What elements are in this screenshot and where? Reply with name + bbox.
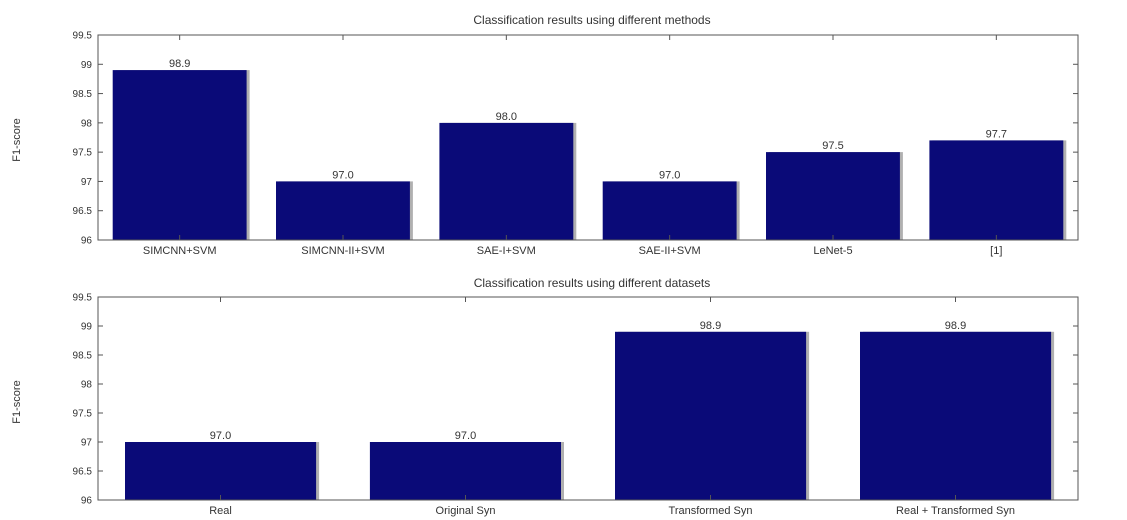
category-label: Transformed Syn [669, 505, 753, 517]
category-label: SIMCNN-II+SVM [301, 245, 384, 257]
y-tick-label: 98 [81, 118, 93, 129]
y-tick-label: 99.5 [73, 31, 93, 42]
chart-title: Classification results using different m… [473, 13, 710, 27]
y-tick-label: 99 [81, 60, 93, 71]
data-label: 97.0 [659, 169, 680, 181]
data-label: 98.9 [169, 58, 190, 70]
y-tick-label: 97 [81, 177, 93, 188]
y-tick-label: 96.5 [73, 467, 93, 478]
y-tick-label: 96.5 [73, 206, 93, 217]
category-label: SAE-I+SVM [477, 245, 536, 257]
category-label: Original Syn [436, 505, 496, 517]
bar-0 [125, 442, 317, 500]
bar-3 [602, 181, 737, 240]
y-axis-label: F1-score [11, 380, 23, 423]
bar-1 [276, 181, 410, 240]
y-axis-label: F1-score [11, 118, 23, 161]
data-label: 98.9 [700, 320, 721, 332]
bar-4 [766, 152, 900, 240]
category-label: Real + Transformed Syn [896, 505, 1015, 517]
y-tick-label: 99.5 [73, 293, 93, 304]
y-tick-label: 99 [81, 322, 93, 333]
bar-0 [112, 70, 247, 240]
bar-2 [439, 122, 574, 240]
bar-5 [929, 140, 1064, 240]
category-label: Real [209, 505, 232, 517]
data-label: 98.9 [945, 320, 966, 332]
data-label: 97.0 [455, 430, 476, 442]
y-tick-label: 97 [81, 438, 93, 449]
y-tick-label: 96 [81, 496, 93, 507]
category-label: [1] [990, 245, 1002, 257]
y-tick-label: 98 [81, 380, 93, 391]
data-label: 97.0 [332, 169, 353, 181]
bar-1 [369, 442, 561, 500]
data-label: 97.7 [986, 128, 1007, 140]
category-label: SIMCNN+SVM [143, 245, 217, 257]
y-tick-label: 96 [81, 236, 93, 247]
plot-frame [97, 296, 1079, 501]
y-tick-label: 98.5 [73, 89, 93, 100]
category-label: LeNet-5 [813, 245, 852, 257]
bar-3 [860, 331, 1052, 500]
y-tick-label: 97.5 [73, 148, 93, 159]
category-label: SAE-II+SVM [639, 245, 701, 257]
plot-frame [97, 34, 1079, 241]
bar-2 [615, 331, 807, 500]
y-tick-label: 97.5 [73, 409, 93, 420]
data-label: 97.0 [210, 430, 231, 442]
chart-datasets: Classification results using different d… [11, 276, 1079, 517]
data-label: 98.0 [496, 111, 517, 123]
y-tick-label: 98.5 [73, 351, 93, 362]
chart-title: Classification results using different d… [474, 276, 711, 290]
data-label: 97.5 [822, 140, 843, 152]
chart-methods: Classification results using different m… [11, 13, 1079, 257]
